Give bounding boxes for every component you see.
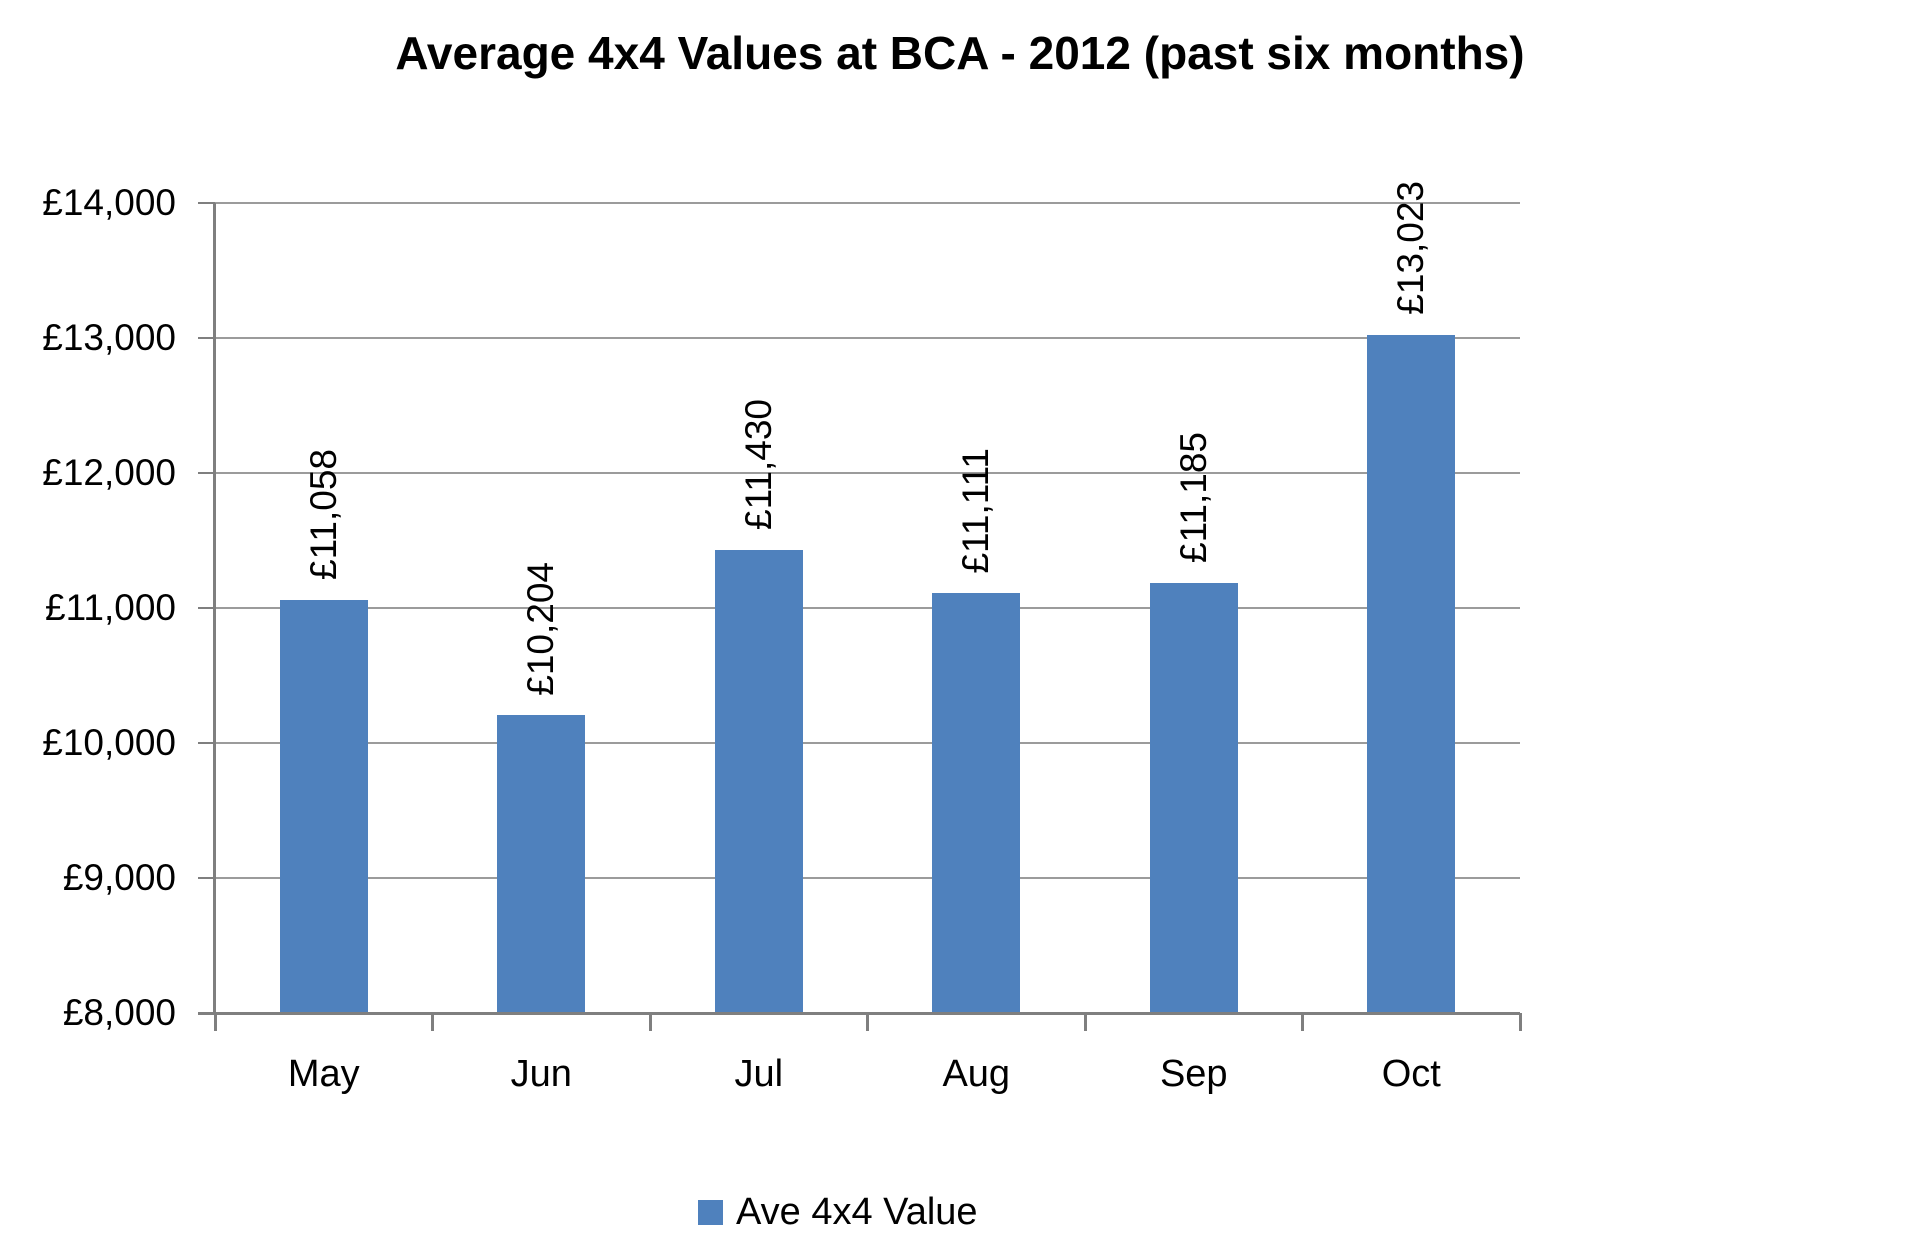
x-tick bbox=[213, 1013, 217, 1031]
x-tick bbox=[648, 1013, 652, 1031]
x-axis bbox=[198, 1012, 1520, 1015]
y-tick bbox=[198, 337, 215, 339]
y-tick-label: £9,000 bbox=[62, 857, 176, 898]
bar-label-jun: £10,204 bbox=[520, 561, 562, 696]
bar-label-aug: £11,111 bbox=[955, 447, 997, 574]
bar-aug bbox=[932, 593, 1021, 1013]
x-label-sep: Sep bbox=[1159, 1053, 1228, 1095]
y-tick-label: £8,000 bbox=[62, 992, 176, 1033]
y-tick bbox=[198, 607, 215, 609]
y-gridline bbox=[215, 607, 1520, 609]
y-tick-label: £13,000 bbox=[42, 317, 176, 358]
bar-label-sep: £11,185 bbox=[1172, 432, 1214, 564]
y-tick-label: £12,000 bbox=[42, 452, 176, 493]
x-tick bbox=[866, 1013, 869, 1031]
y-gridline bbox=[215, 877, 1520, 879]
y-tick-label: £14,000 bbox=[42, 182, 176, 223]
bar-oct bbox=[1367, 334, 1456, 1013]
bar-may bbox=[279, 600, 368, 1013]
x-tick bbox=[1083, 1013, 1087, 1031]
y-gridline bbox=[215, 202, 1520, 204]
x-tick bbox=[1301, 1013, 1304, 1031]
y-tick-label: £11,000 bbox=[45, 587, 176, 628]
y-tick-label: £10,000 bbox=[42, 722, 176, 763]
chart-title: Average 4x4 Values at BCA - 2012 (past s… bbox=[395, 27, 1525, 79]
y-tick bbox=[198, 472, 215, 474]
x-label-aug: Aug bbox=[942, 1053, 1011, 1095]
x-tick bbox=[431, 1013, 434, 1031]
y-gridline bbox=[215, 337, 1520, 339]
y-gridline bbox=[215, 472, 1520, 474]
bar-label-may: £11,058 bbox=[302, 449, 344, 581]
y-tick bbox=[198, 877, 215, 879]
x-label-jul: Jul bbox=[734, 1053, 784, 1095]
y-gridline bbox=[215, 742, 1520, 744]
x-label-may: May bbox=[287, 1053, 360, 1095]
x-label-jun: Jun bbox=[510, 1053, 572, 1095]
bar-label-oct: £13,023 bbox=[1390, 181, 1432, 315]
bar-jul bbox=[714, 549, 803, 1013]
bar-label-jul: £11,430 bbox=[737, 398, 779, 530]
y-tick bbox=[198, 202, 215, 204]
bar-sep bbox=[1149, 583, 1238, 1013]
x-label-oct: Oct bbox=[1381, 1053, 1441, 1095]
y-axis bbox=[213, 203, 216, 1013]
legend-swatch bbox=[698, 1199, 723, 1225]
x-tick bbox=[1518, 1013, 1522, 1031]
legend-label: Ave 4x4 Value bbox=[736, 1191, 978, 1233]
legend: Ave 4x4 Value bbox=[698, 1190, 978, 1234]
y-tick bbox=[198, 742, 215, 744]
bar-jun bbox=[497, 715, 586, 1013]
